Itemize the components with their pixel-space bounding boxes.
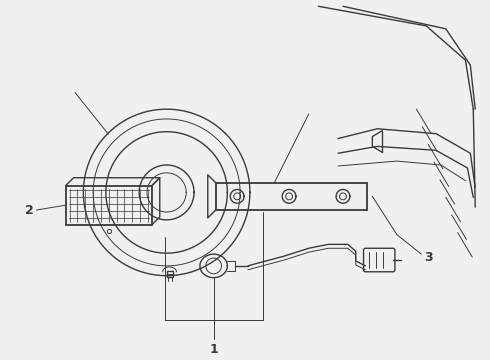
Bar xyxy=(66,185,152,225)
Text: 1: 1 xyxy=(209,343,218,356)
Text: 2: 2 xyxy=(24,203,33,217)
FancyBboxPatch shape xyxy=(364,248,395,272)
Text: 3: 3 xyxy=(424,251,433,264)
Bar xyxy=(216,183,368,210)
